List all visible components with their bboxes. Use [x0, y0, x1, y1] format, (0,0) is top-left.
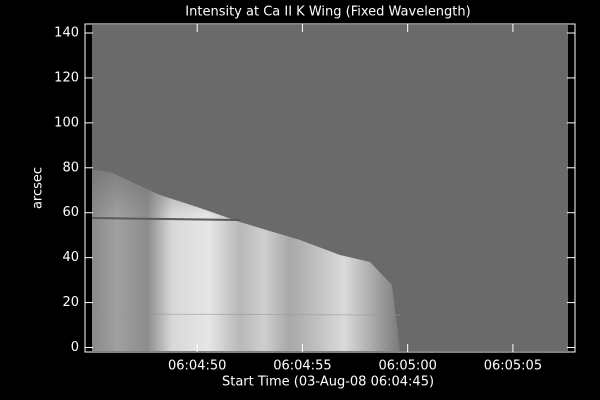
y-tick-label: 0: [71, 340, 79, 355]
y-tick-label: 140: [54, 25, 79, 40]
y-tick-label: 60: [62, 205, 79, 220]
y-tick-label: 40: [62, 250, 79, 265]
intensity-image: [91, 25, 568, 351]
x-tick-label: 06:04:55: [273, 359, 331, 374]
x-tick-label: 06:04:50: [168, 359, 226, 374]
y-tick-label: 20: [62, 295, 79, 310]
y-axis-label: arcsec: [31, 167, 46, 209]
chart-title: Intensity at Ca II K Wing (Fixed Wavelen…: [185, 5, 470, 20]
y-tick-label: 120: [54, 70, 79, 85]
x-tick-label: 06:05:00: [378, 359, 436, 374]
x-tick-label: 06:05:05: [484, 359, 542, 374]
y-tick-label: 100: [54, 115, 79, 130]
plot-frame: [84, 23, 576, 353]
x-axis-label: Start Time (03-Aug-08 06:04:45): [222, 375, 434, 390]
y-tick-label: 80: [62, 160, 79, 175]
